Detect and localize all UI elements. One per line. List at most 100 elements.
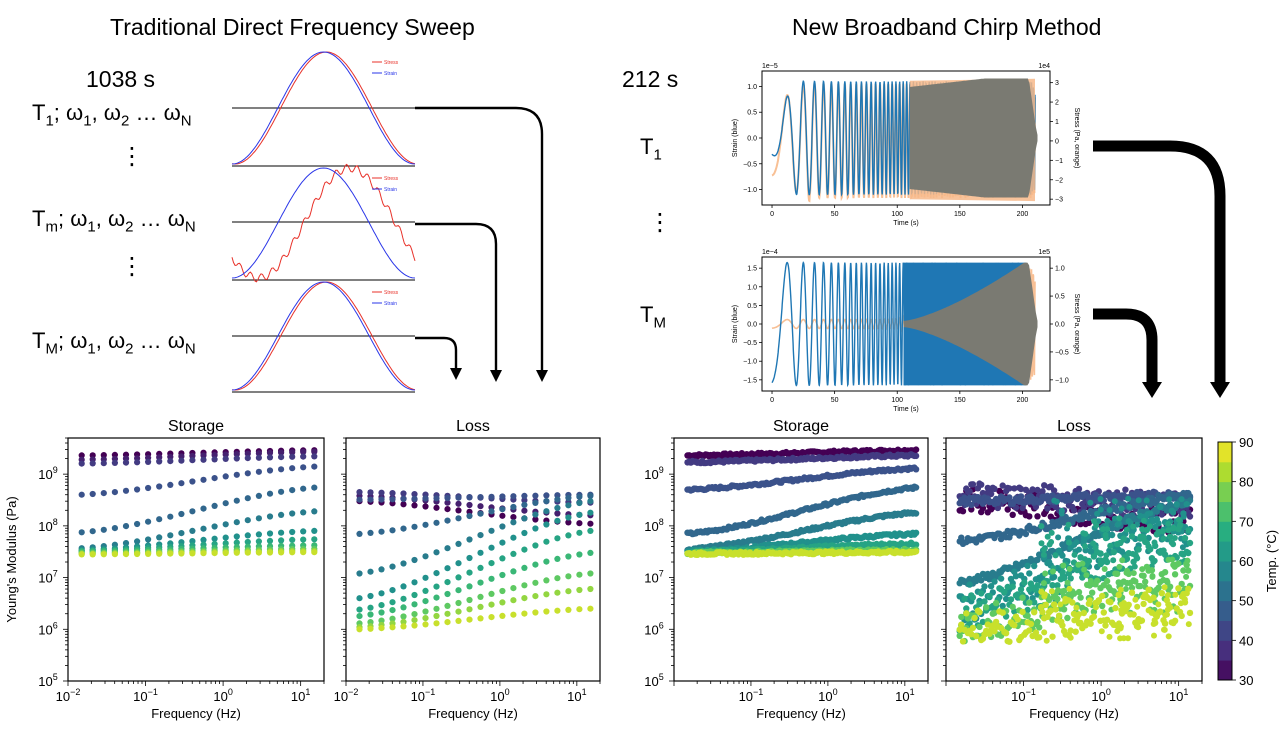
tick-exponent: 5	[53, 672, 58, 682]
ellipsis: …	[139, 328, 162, 353]
data-point	[356, 595, 363, 602]
data-point	[1083, 572, 1090, 579]
y-axis-label: Young's Modulus (Pa)	[4, 496, 19, 622]
data-point	[1103, 577, 1111, 585]
x-tick-label: 100	[818, 687, 837, 704]
data-point	[356, 606, 363, 613]
data-point	[1044, 533, 1051, 540]
data-point	[1009, 583, 1016, 590]
data-point	[145, 484, 152, 492]
data-point	[200, 452, 207, 459]
data-point	[1024, 612, 1031, 619]
data-point	[912, 452, 920, 460]
y-exponent-right: 1e4	[1038, 63, 1050, 70]
y-exponent-left: 1e−4	[762, 249, 778, 256]
tick-exponent: 7	[53, 569, 58, 579]
data-point	[244, 470, 251, 477]
data-point	[1097, 506, 1104, 513]
data-point	[1183, 501, 1190, 508]
temp-row-tM: TM; ω1, ω2 … ωN	[32, 328, 196, 358]
temp-row-t1: T1; ω1, ω2 … ωN	[32, 100, 192, 130]
colorbar-band	[1218, 481, 1232, 502]
data-point	[565, 532, 572, 539]
data-point	[1104, 517, 1111, 524]
x-tick-label: 200	[1017, 211, 1029, 218]
colorbar-band	[1218, 640, 1232, 661]
data-point	[1066, 539, 1072, 546]
data-point	[1151, 557, 1158, 564]
tick-mantissa: 10	[38, 467, 52, 482]
data-point	[1130, 570, 1137, 577]
data-point	[1090, 613, 1098, 620]
tick-mantissa: 10	[334, 689, 348, 704]
data-point	[1006, 485, 1013, 492]
y-axis-label-right: Stress (Pa, orange)	[1073, 294, 1080, 355]
arrow-t1-to-plots-head	[536, 370, 548, 382]
data-point	[1186, 539, 1194, 547]
data-point	[983, 604, 990, 611]
data-point	[100, 460, 107, 467]
x-tick-label: 100	[891, 397, 903, 404]
data-point	[587, 520, 594, 527]
data-point	[444, 579, 451, 586]
data-point	[1048, 529, 1055, 536]
colorbar-tick-label: 60	[1239, 554, 1253, 569]
data-point	[521, 507, 528, 514]
y-tick-label: 1.0	[747, 284, 757, 291]
y-exponent-right: 1e5	[1038, 249, 1050, 256]
y-tick-label-right: 0.5	[1055, 294, 1065, 301]
data-point	[1086, 597, 1093, 604]
data-point	[976, 600, 983, 607]
data-point	[200, 456, 207, 463]
data-point	[455, 560, 462, 567]
data-point	[1012, 573, 1020, 580]
data-point	[266, 549, 274, 556]
data-point	[433, 519, 440, 526]
data-points	[356, 489, 594, 633]
data-point	[1034, 556, 1041, 563]
data-point	[300, 528, 307, 535]
data-point	[1143, 497, 1150, 504]
data-point	[1135, 503, 1142, 510]
data-point	[1152, 611, 1159, 618]
data-point	[1019, 608, 1026, 616]
data-point	[1098, 628, 1105, 635]
data-point	[411, 622, 418, 629]
data-point	[167, 532, 174, 539]
data-point	[1007, 596, 1015, 603]
data-point	[510, 493, 517, 500]
data-point	[1178, 612, 1185, 620]
data-point	[466, 554, 473, 562]
data-point	[543, 558, 550, 565]
data-point	[367, 604, 374, 611]
temp-subscript: 1	[653, 146, 662, 164]
data-point	[510, 585, 517, 592]
tick-exponent: −1	[753, 687, 763, 697]
data-point	[532, 593, 539, 600]
data-point	[233, 519, 240, 526]
data-point	[1076, 546, 1082, 553]
data-point	[300, 549, 307, 556]
data-point	[1041, 629, 1048, 636]
data-point	[167, 481, 174, 488]
data-point	[400, 623, 407, 630]
data-point	[1120, 635, 1127, 642]
data-point	[488, 544, 495, 551]
y-tick-label-right: 1	[1055, 119, 1059, 126]
colorbar-tick-label: 90	[1239, 435, 1253, 450]
y-tick-label: 106	[38, 620, 57, 637]
data-point	[1123, 526, 1130, 533]
omega-symbol: ω	[70, 206, 88, 231]
data-point	[1100, 617, 1107, 624]
data-point	[1087, 620, 1094, 627]
panel-title: Loss	[1057, 418, 1091, 435]
tick-exponent: 1	[582, 687, 587, 697]
data-point	[1140, 517, 1147, 524]
data-point	[1100, 609, 1108, 616]
data-point	[1171, 571, 1179, 578]
data-point	[1161, 626, 1167, 633]
tick-mantissa: 10	[644, 674, 658, 689]
data-point	[576, 571, 583, 578]
data-point	[289, 528, 296, 536]
data-point	[289, 536, 296, 544]
